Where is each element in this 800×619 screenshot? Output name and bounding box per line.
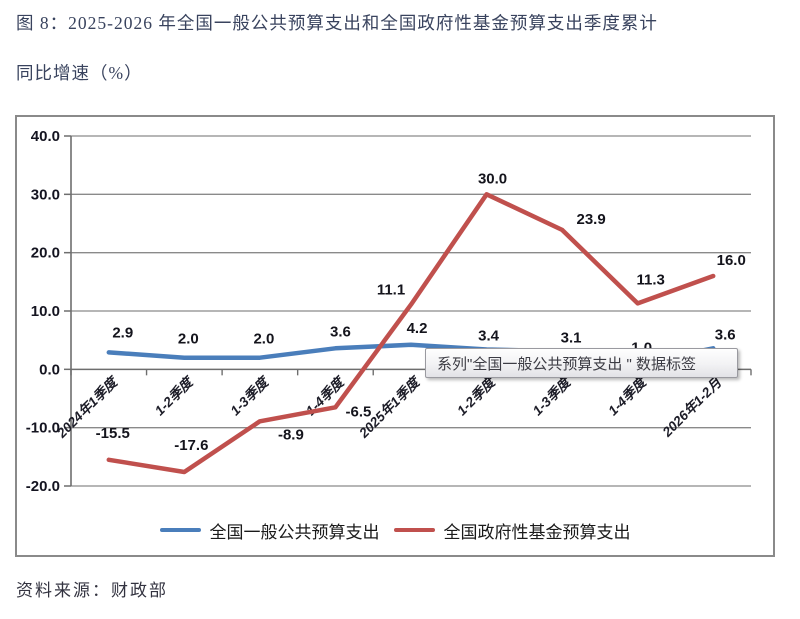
x-axis-label: 1-2季度 — [454, 373, 499, 418]
data-label[interactable]: 4.2 — [407, 320, 428, 337]
data-label[interactable]: 11.3 — [636, 271, 664, 288]
data-label[interactable]: 2.0 — [178, 331, 199, 348]
data-label[interactable]: -6.5 — [346, 403, 372, 420]
y-axis-tick-label: 40.0 — [31, 128, 60, 145]
data-label[interactable]: 3.4 — [478, 328, 500, 345]
chart-area[interactable]: 40.0 30.0 20.0 10.0 0.0 -10.0 -20.0 2024年1季度 1-2… — [15, 115, 775, 557]
tooltip-text: 系列"全国一般公共预算支出 " 数据标签 — [437, 355, 696, 373]
x-axis-label: 1-3季度 — [228, 373, 273, 418]
data-label[interactable]: 2.0 — [253, 331, 274, 348]
data-label[interactable]: 3.6 — [715, 326, 736, 343]
data-label[interactable]: 3.6 — [330, 323, 351, 340]
figure-title-line1: 图 8：2025-2026 年全国一般公共预算支出和全国政府性基金预算支出季度累… — [16, 13, 658, 33]
x-axis-label: 1-4季度 — [605, 373, 650, 418]
x-axis-label: 1-3季度 — [530, 373, 575, 418]
data-label[interactable]: 23.9 — [577, 211, 606, 228]
y-axis-tick-label: -20.0 — [26, 478, 60, 495]
chart-legend: 全国一般公共预算支出 全国政府性基金预算支出 — [17, 518, 773, 542]
y-axis-tick-label: 20.0 — [31, 245, 60, 262]
x-axis-label: 2026年1-2月 — [659, 374, 725, 440]
data-label[interactable]: 30.0 — [478, 170, 507, 187]
series-data-label-tooltip: 系列"全国一般公共预算支出 " 数据标签 — [425, 348, 738, 378]
y-axis-tick-label: 10.0 — [31, 303, 60, 320]
y-axis-tick-label: 0.0 — [39, 361, 60, 378]
data-label[interactable]: -15.5 — [96, 425, 130, 442]
figure-title-line2: 同比增速（%） — [16, 63, 143, 83]
source-note: 资料来源：财政部 — [16, 581, 168, 600]
legend-line-blue-icon — [159, 528, 201, 532]
legend-item-govt-fund-budget[interactable]: 全国政府性基金预算支出 — [393, 518, 631, 543]
data-label[interactable]: 11.1 — [377, 282, 405, 299]
legend-label: 全国政府性基金预算支出 — [443, 522, 631, 542]
data-label[interactable]: 2.9 — [112, 324, 133, 341]
y-axis-tick-label: 30.0 — [31, 186, 60, 203]
data-label[interactable]: -17.6 — [174, 437, 208, 454]
legend-line-red-icon — [393, 528, 435, 532]
data-label[interactable]: -8.9 — [278, 426, 304, 443]
data-label[interactable]: 3.1 — [561, 329, 582, 346]
legend-label: 全国一般公共预算支出 — [209, 522, 380, 542]
legend-item-general-budget[interactable]: 全国一般公共预算支出 — [159, 518, 380, 543]
x-axis-label: 1-2季度 — [152, 373, 197, 418]
series-line-red[interactable] — [106, 192, 716, 475]
data-label[interactable]: 16.0 — [717, 252, 746, 269]
y-axis-tick-label: -10.0 — [26, 420, 60, 437]
